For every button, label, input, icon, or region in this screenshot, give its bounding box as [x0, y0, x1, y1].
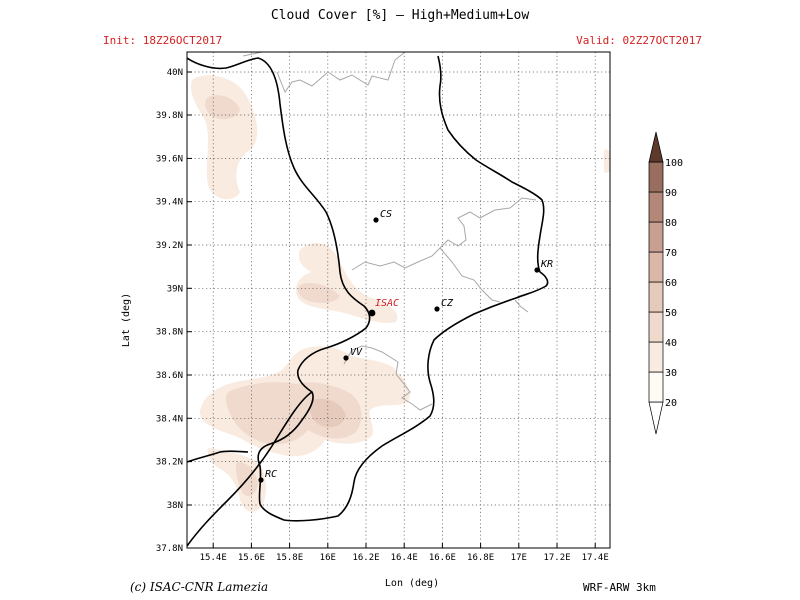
y-tick-label: 40N: [167, 68, 183, 78]
colorbar-label: 40: [665, 338, 677, 349]
x-tick-label: 16.2E: [352, 553, 379, 563]
cloud-cover-layer: [190, 75, 610, 512]
city-marker-kr: [534, 267, 540, 273]
colorbar-swatch: [648, 311, 664, 343]
map-title: Cloud Cover [%] — High+Medium+Low: [270, 8, 530, 23]
y-tick-label: 38N: [167, 501, 183, 511]
isac-label: ISAC: [375, 298, 399, 309]
valid-time: Valid: 02Z27OCT2017: [576, 34, 702, 47]
y-tick-label: 39.8N: [156, 111, 183, 121]
y-tick-label: 39N: [167, 284, 183, 294]
y-tick-label: 38.2N: [156, 458, 183, 468]
colorbar-label: 70: [665, 248, 677, 259]
colorbar-swatch: [648, 371, 664, 403]
credit-text: (c) ISAC-CNR Lamezia: [130, 580, 269, 594]
x-tick-label: 15.6E: [238, 553, 265, 563]
city-marker-cz: [434, 306, 440, 312]
city-label-vv: VV: [350, 347, 363, 358]
city-label-kr: KR: [540, 259, 553, 270]
x-tick-label: 16.6E: [429, 553, 456, 563]
init-time: Init: 18Z26OCT2017: [103, 34, 223, 47]
colorbar-label: 30: [665, 368, 677, 379]
colorbar-swatch: [648, 251, 664, 283]
y-tick-label: 39.4N: [156, 198, 183, 208]
city-label-cs: CS: [380, 209, 392, 220]
city-marker-rc: [258, 477, 264, 483]
x-tick-label: 16.8E: [467, 553, 494, 563]
x-axis-label: Lon (deg): [385, 578, 439, 589]
city-marker-vv: [343, 355, 349, 361]
x-tick-label: 16.4E: [391, 553, 418, 563]
y-tick-label: 39.6N: [156, 154, 183, 164]
city-label-cz: CZ: [441, 298, 454, 309]
city-marker-cs: [373, 217, 379, 223]
regional-borders: [242, 52, 537, 411]
colorbar: [648, 131, 664, 435]
x-tick-label: 17E: [511, 553, 527, 563]
colorbar-under-triangle: [648, 401, 664, 435]
colorbar-over-triangle: [648, 131, 664, 163]
colorbar-label: 20: [665, 398, 677, 409]
x-tick-label: 17.2E: [543, 553, 570, 563]
x-tick-label: 15.4E: [200, 553, 227, 563]
x-tick-label: 16E: [320, 553, 336, 563]
y-tick-label: 39.2N: [156, 241, 183, 251]
y-tick-label: 38.6N: [156, 371, 183, 381]
isac-marker: [368, 309, 376, 317]
colorbar-swatch: [648, 221, 664, 253]
y-tick-label: 38.4N: [156, 414, 183, 424]
colorbar-label: 60: [665, 278, 677, 289]
city-label-rc: RC: [265, 469, 277, 480]
x-tick-label: 17.4E: [582, 553, 609, 563]
y-tick-label: 38.8N: [156, 328, 183, 338]
map-frame: [186, 51, 611, 549]
y-tick-label: 37.8N: [156, 544, 183, 554]
colorbar-swatch: [648, 161, 664, 193]
graticule: [187, 52, 610, 548]
colorbar-label: 80: [665, 218, 677, 229]
colorbar-swatch: [648, 191, 664, 223]
colorbar-swatch: [648, 341, 664, 373]
colorbar-swatch: [648, 281, 664, 313]
y-axis-label: Lat (deg): [121, 293, 132, 347]
axis-ticks: [187, 71, 596, 549]
x-tick-label: 15.8E: [276, 553, 303, 563]
colorbar-label: 90: [665, 188, 677, 199]
colorbar-label: 100: [665, 158, 683, 169]
model-label: WRF-ARW 3km: [583, 581, 656, 594]
colorbar-label: 50: [665, 308, 677, 319]
